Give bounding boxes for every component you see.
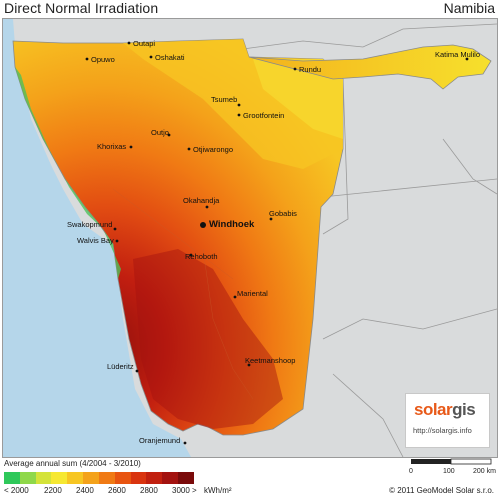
legend-swatch	[4, 472, 20, 484]
legend-label-2400: 2400	[76, 486, 94, 495]
city-label: Gobabis	[269, 209, 297, 218]
city-label: Outjo	[151, 128, 169, 137]
ocean-coast-shade	[3, 19, 143, 457]
legend-swatch	[98, 472, 115, 484]
city-marker	[127, 41, 131, 45]
neighbour-borders	[242, 23, 497, 457]
legend-swatch	[67, 472, 84, 484]
city-label: Otjiwarongo	[193, 145, 233, 154]
legend-swatch	[178, 472, 194, 484]
city-layer: Outapi Opuwo Oshakati Rundu Katima Mulilo Tsu…	[67, 39, 480, 445]
city-label: Opuwo	[91, 55, 115, 64]
legend-label-2800: 2800	[140, 486, 158, 495]
river-lines	[112, 188, 254, 400]
city-label: Khorixas	[97, 142, 126, 151]
city-label: Rundu	[299, 65, 321, 74]
scale-bar: 0 100 200 km	[405, 455, 497, 477]
city-marker	[247, 363, 251, 367]
logo-wordmark: solargis	[414, 400, 476, 419]
legend-swatch	[130, 472, 147, 484]
city-label: Katima Mulilo	[435, 50, 480, 59]
city-marker	[233, 295, 237, 299]
legend-swatch	[114, 472, 131, 484]
city-label: Keetmanshoop	[245, 356, 295, 365]
city-marker	[200, 222, 206, 228]
northeast-low-zone	[253, 59, 343, 139]
city-marker	[293, 67, 297, 71]
city-marker	[149, 55, 153, 59]
legend-label-2600: 2600	[108, 486, 126, 495]
scale-tick-100: 100	[443, 468, 455, 475]
scale-tick-200: 200 km	[473, 468, 496, 475]
scale-tick-0: 0	[409, 468, 413, 475]
city-label: Lüderitz	[107, 362, 134, 371]
city-label: Outapi	[133, 39, 155, 48]
city-marker	[237, 103, 241, 107]
city-label: Mariental	[237, 289, 268, 298]
city-marker	[115, 239, 119, 243]
country-name: Namibia	[443, 0, 495, 16]
solargis-logo[interactable]: solargis http://solargis.info	[405, 393, 490, 448]
city-marker	[205, 205, 209, 209]
city-label: Oshakati	[155, 53, 185, 62]
legend-swatch	[19, 472, 36, 484]
legend-unit: kWh/m²	[204, 486, 232, 495]
city-marker	[189, 253, 193, 257]
legend-swatch	[146, 472, 163, 484]
scale-bar-graphic	[411, 458, 492, 465]
city-label: Windhoek	[209, 219, 255, 230]
city-marker	[465, 57, 469, 61]
city-label: Rehoboth	[185, 252, 218, 261]
legend-label-2200: 2200	[44, 486, 62, 495]
city-marker	[167, 133, 171, 137]
city-label: Swakopmund	[67, 220, 112, 229]
legend-swatch	[162, 472, 179, 484]
city-marker	[269, 217, 273, 221]
city-marker	[129, 145, 133, 149]
city-marker	[135, 369, 139, 373]
legend-color-bar	[4, 472, 194, 484]
map-canvas[interactable]: Outapi Opuwo Oshakati Rundu Katima Mulilo Tsu…	[2, 18, 498, 458]
legend-label-max: 3000 >	[172, 486, 197, 495]
city-label: Grootfontein	[243, 111, 284, 120]
south-high-zone	[133, 249, 283, 429]
city-label: Okahandja	[183, 196, 220, 205]
legend-swatch	[51, 472, 68, 484]
map-title: Direct Normal Irradiation	[4, 0, 159, 16]
city-marker	[183, 441, 187, 445]
city-marker	[237, 113, 241, 117]
header: Direct Normal Irradiation Namibia	[0, 0, 500, 18]
city-label: Oranjemund	[139, 436, 180, 445]
city-marker	[85, 57, 89, 61]
copyright: © 2011 GeoModel Solar s.r.o.	[389, 486, 494, 495]
legend-swatch	[35, 472, 52, 484]
legend-label-min: < 2000	[4, 486, 29, 495]
city-label: Walvis Bay	[77, 236, 114, 245]
map-svg: Outapi Opuwo Oshakati Rundu Katima Mulilo Tsu…	[3, 19, 497, 457]
logo-url[interactable]: http://solargis.info	[413, 426, 472, 435]
city-label: Tsumeb	[211, 95, 237, 104]
legend-title: Average annual sum (4/2004 - 3/2010)	[4, 459, 141, 468]
city-marker	[187, 147, 191, 151]
caprivi-strip	[248, 44, 492, 90]
legend-swatch	[83, 472, 99, 484]
legend-labels: < 2000 2200 2400 2600 2800 3000 > kWh/m²	[4, 486, 254, 498]
city-marker	[113, 227, 117, 231]
